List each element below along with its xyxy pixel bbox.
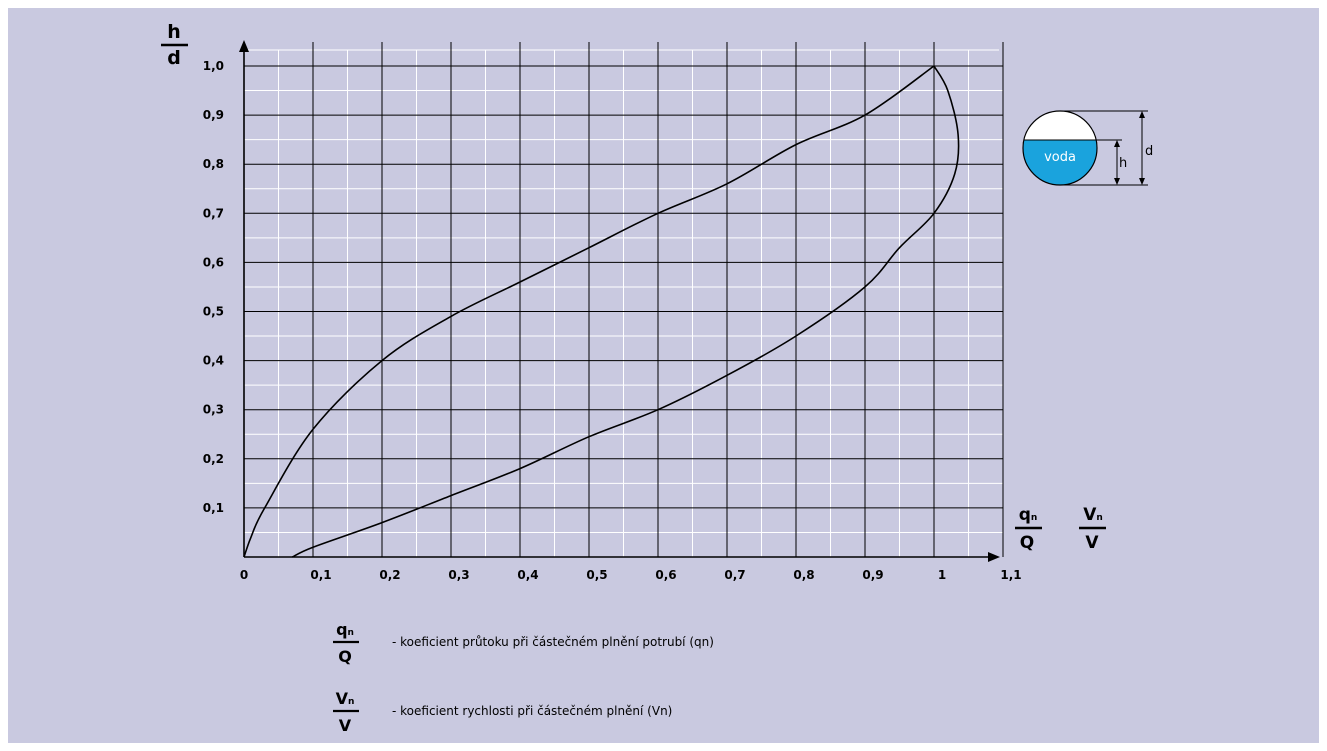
pipe-water-label: voda bbox=[1044, 150, 1076, 165]
legend-item-v: Vn V - koeficient rychlosti při částečné… bbox=[333, 689, 672, 735]
x-tick-labels: 0 0,1 0,2 0,3 0,4 0,5 0,6 0,7 0,8 0,9 1 1,1 bbox=[240, 568, 1022, 582]
x-tick-label: 0,1 bbox=[310, 568, 331, 582]
axes bbox=[239, 40, 1000, 562]
pipe-diagram: voda h d bbox=[1022, 110, 1153, 186]
y-tick-label: 0,3 bbox=[203, 403, 224, 417]
y-tick-label: 0,5 bbox=[203, 305, 224, 319]
x-tick-label: 0,9 bbox=[862, 568, 883, 582]
y-tick-label: 0,1 bbox=[203, 501, 224, 515]
y-tick-label: 0,8 bbox=[203, 157, 224, 171]
x-axis-label-v-numerator: Vn bbox=[1083, 505, 1103, 525]
legend-v-denominator: V bbox=[339, 716, 352, 735]
x-axis-label-v-denominator: V bbox=[1085, 533, 1099, 553]
x-axis-label-v: Vn V bbox=[1079, 505, 1106, 553]
x-tick-label: 0,2 bbox=[379, 568, 400, 582]
chart-svg: 0,10,20,30,40,50,60,70,80,91,0 0 0,1 0,2 0,… bbox=[161, 21, 1153, 735]
legend-q-text: - koeficient průtoku při částečném plněn… bbox=[392, 635, 714, 649]
x-tick-label: 0,5 bbox=[586, 568, 607, 582]
x-tick-label: 0,3 bbox=[448, 568, 469, 582]
pipe-water bbox=[1023, 140, 1097, 185]
y-tick-label: 0,6 bbox=[203, 255, 224, 269]
pipe-d-arrow-top bbox=[1139, 111, 1145, 118]
x-tick-label: 0 bbox=[240, 568, 248, 582]
legend-q-numerator: qn bbox=[336, 620, 354, 639]
x-axis-arrow bbox=[988, 552, 1000, 562]
x-axis-label-q: qn Q bbox=[1015, 505, 1042, 553]
x-tick-label: 1 bbox=[938, 568, 946, 582]
y-axis-label-numerator: h bbox=[167, 21, 181, 43]
legend-v-numerator: Vn bbox=[336, 689, 355, 708]
pipe-d-label: d bbox=[1145, 144, 1153, 159]
x-axis-label-q-denominator: Q bbox=[1020, 533, 1034, 553]
y-axis-label: h d bbox=[161, 21, 188, 69]
x-tick-label: 0,4 bbox=[517, 568, 538, 582]
pipe-d-arrow-bottom bbox=[1139, 178, 1145, 185]
y-tick-label: 0,4 bbox=[203, 354, 224, 368]
characteristic-curve bbox=[243, 64, 960, 558]
legend-item-q: qn Q - koeficient průtoku při částečném … bbox=[333, 620, 714, 666]
y-tick-label: 0,2 bbox=[203, 452, 224, 466]
y-tick-label: 1,0 bbox=[203, 59, 224, 73]
x-tick-label: 0,8 bbox=[793, 568, 814, 582]
chart-panel: 0,1 0,2 0,3 0,4 0,5 0,6 0,7 0,8 0,9 1,0 0 0,1 0,2 0,… bbox=[8, 8, 1319, 743]
y-tick-label: 0,9 bbox=[203, 108, 224, 122]
x-tick-label: 1,1 bbox=[1000, 568, 1021, 582]
x-tick-label: 0,6 bbox=[655, 568, 676, 582]
x-tick-label: 0,7 bbox=[724, 568, 745, 582]
y-axis-arrow bbox=[239, 40, 249, 52]
legend-q-denominator: Q bbox=[338, 647, 352, 666]
legend-v-text: - koeficient rychlosti při částečném pln… bbox=[392, 704, 672, 718]
pipe-h-label: h bbox=[1119, 156, 1127, 171]
y-tick-labels: 0,1 0,2 0,3 0,4 0,5 0,6 0,7 0,8 0,9 1,0 bbox=[203, 59, 224, 515]
y-axis-label-denominator: d bbox=[167, 47, 181, 69]
pipe-h-arrow-top bbox=[1114, 140, 1120, 147]
grid-minor bbox=[244, 49, 1003, 557]
grid-major bbox=[244, 42, 1004, 557]
pipe-h-arrow-bottom bbox=[1114, 178, 1120, 185]
x-axis-label-q-numerator: qn bbox=[1019, 505, 1038, 525]
y-tick-label: 0,7 bbox=[203, 206, 224, 220]
